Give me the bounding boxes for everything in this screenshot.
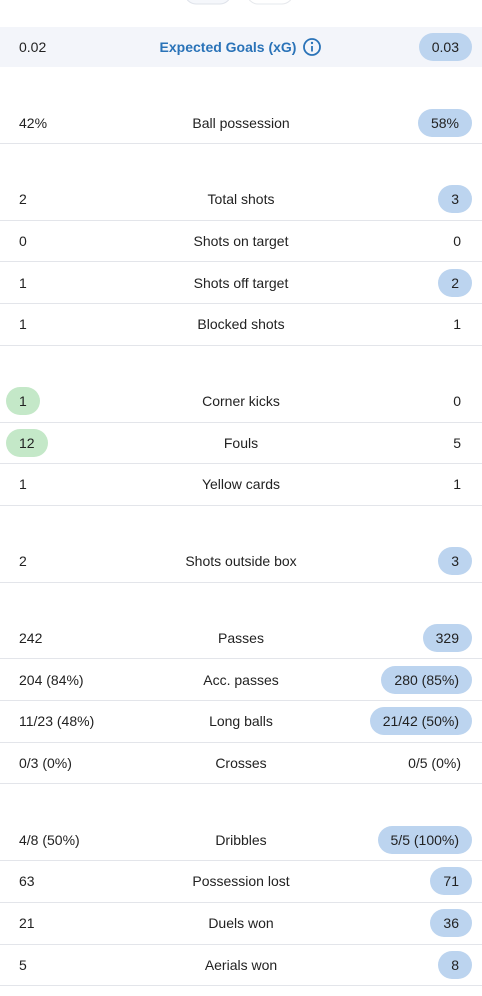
stat-label: Corner kicks (202, 393, 280, 409)
away-value: 5 (453, 434, 461, 451)
away-value: 3 (438, 547, 472, 576)
home-value: 1 (19, 274, 27, 291)
stat-row: 1 Blocked shots 1 (0, 304, 482, 346)
stat-label: Long balls (209, 713, 273, 730)
stat-row: 12 Fouls 5 (0, 422, 482, 465)
stat-label: Dribbles (215, 831, 267, 848)
stat-row: 1 Yellow cards 1 (0, 464, 482, 506)
stat-row: 11/23 (48%) Long balls 21/42 (50%) (0, 701, 482, 743)
home-value: 11/23 (48%) (19, 713, 95, 730)
home-value: 204 (84%) (19, 671, 84, 688)
stat-label: Blocked shots (197, 316, 285, 333)
stat-row: 4/8 (50%) Dribbles 5/5 (100%) (0, 819, 482, 862)
away-value: 0 (453, 232, 461, 249)
stat-label: Shots on target (193, 232, 289, 249)
stat-label: Yellow cards (201, 476, 281, 493)
stat-row: 2 Total shots 3 (0, 179, 482, 221)
info-icon[interactable] (302, 37, 322, 57)
stat-row: 0/3 (0%) Crosses 0/5 (0%) (0, 742, 482, 785)
home-value: 0/3 (0%) (19, 754, 72, 771)
stat-row: 1 Shots off target 2 (0, 262, 482, 305)
away-value: 0 (453, 393, 461, 409)
home-value: 1 (19, 476, 27, 493)
home-value: 1 (6, 387, 40, 415)
home-value: 0.02 (19, 39, 47, 55)
stat-label: Passes (218, 629, 264, 646)
home-value: 12 (6, 428, 48, 457)
stat-label-text: Expected Goals (xG) (159, 39, 297, 55)
stat-label: Ball possession (192, 114, 290, 131)
stat-label: Expected Goals (xG) (0, 27, 482, 67)
away-value: 1 (453, 316, 461, 333)
stat-row: 204 (84%) Acc. passes 280 (85%) (0, 659, 482, 701)
stat-label: Shots off target (193, 274, 289, 291)
stat-row: 21 Duels won 36 (0, 903, 482, 945)
tabs (185, 0, 293, 5)
home-value: 4/8 (50%) (19, 831, 80, 848)
home-value: 242 (19, 629, 43, 646)
away-value: 36 (430, 909, 472, 937)
away-value: 0.03 (418, 33, 472, 61)
away-value: 21/42 (50%) (369, 707, 472, 736)
tab[interactable] (247, 0, 293, 5)
stat-row: 242 Passes 329 (0, 617, 482, 660)
stat-row: 2 Shots outside box 3 (0, 541, 482, 583)
stat-label: Shots outside box (185, 553, 297, 570)
stat-row: 63 Possession lost 71 (0, 861, 482, 903)
stat-label: Fouls (223, 434, 259, 451)
home-value: 2 (19, 553, 27, 570)
xg-row: 0.02 Expected Goals (xG) 0.03 (0, 27, 482, 67)
home-value: 1 (19, 316, 27, 333)
tab[interactable] (185, 0, 231, 5)
home-value: 21 (19, 915, 35, 931)
stat-row: 1 Corner kicks 0 (0, 381, 482, 423)
stat-label: Aerials won (204, 956, 278, 973)
stat-label: Duels won (208, 915, 274, 931)
away-value: 8 (438, 950, 472, 979)
stat-label: Total shots (207, 191, 275, 208)
stat-label: Crosses (215, 754, 267, 771)
home-value: 42% (19, 114, 48, 131)
away-value: 329 (422, 623, 472, 652)
away-value: 280 (85%) (381, 665, 472, 694)
home-value: 5 (19, 956, 27, 973)
home-value: 2 (19, 191, 27, 208)
stat-label: Possession lost (192, 873, 290, 890)
away-value: 58% (417, 108, 472, 137)
stat-row: 0 Shots on target 0 (0, 220, 482, 263)
away-value: 0/5 (0%) (408, 754, 461, 771)
away-value: 71 (430, 867, 472, 896)
away-value: 1 (453, 476, 461, 493)
away-value: 2 (438, 268, 472, 297)
stat-row: 42% Ball possession 58% (0, 102, 482, 144)
home-value: 63 (19, 873, 35, 890)
away-value: 3 (438, 185, 472, 214)
stat-row: 5 Aerials won 8 (0, 944, 482, 987)
home-value: 0 (19, 232, 27, 249)
stat-label: Acc. passes (203, 671, 279, 688)
away-value: 5/5 (100%) (377, 825, 472, 854)
